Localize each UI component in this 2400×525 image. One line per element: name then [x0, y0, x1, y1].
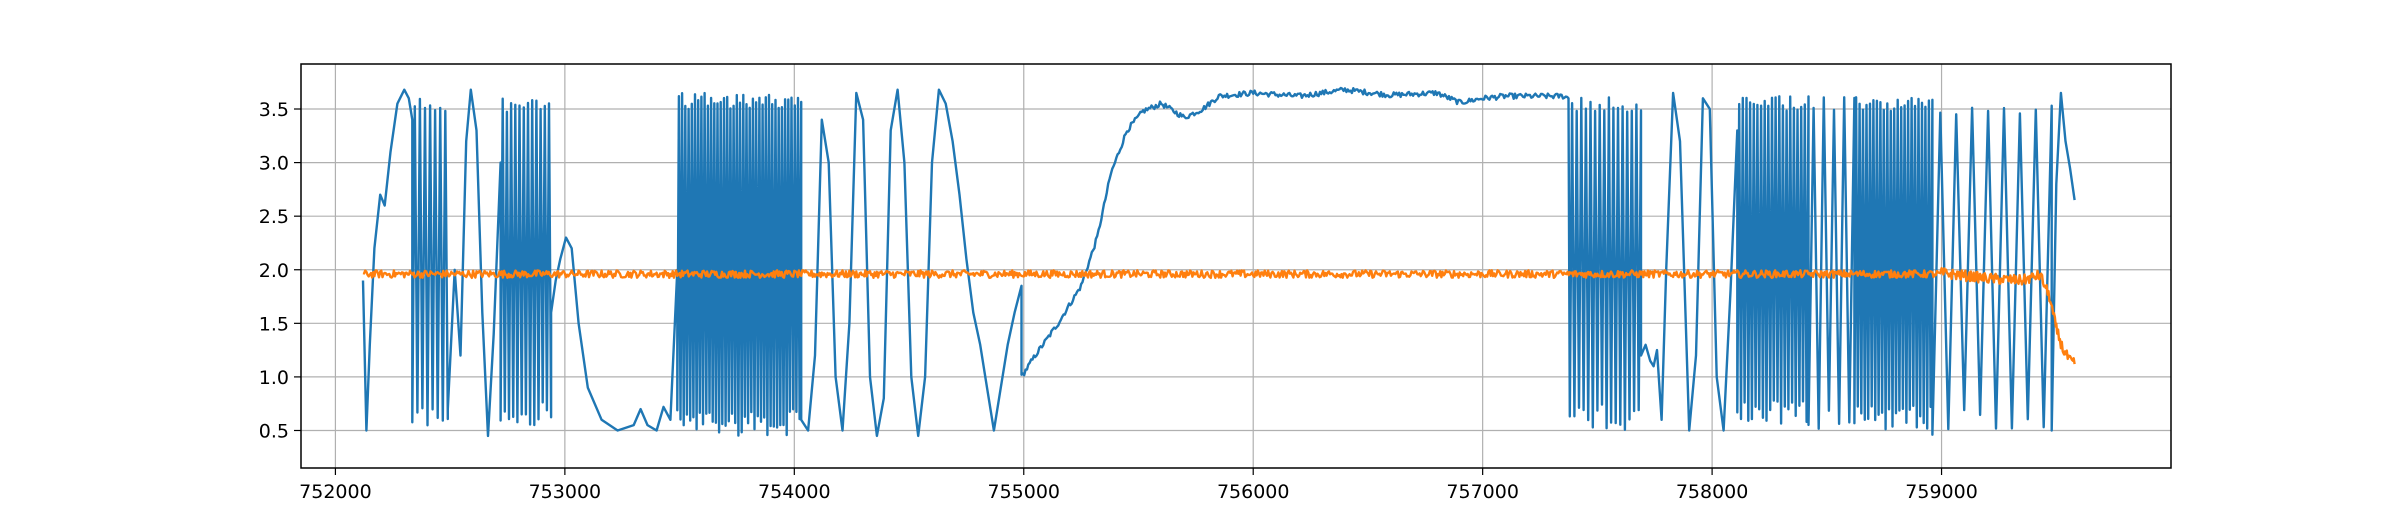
x-tick-label: 757000 [1446, 481, 1519, 503]
y-tick-label: 3.5 [259, 99, 289, 121]
x-tick-label: 753000 [529, 481, 602, 503]
series-group [361, 86, 2076, 438]
y-tick-label: 2.0 [259, 260, 289, 282]
x-tick-label: 759000 [1905, 481, 1978, 503]
series-line-blue [361, 86, 2076, 438]
y-tick-label: 3.0 [259, 153, 289, 175]
axis-ticks: 752000 753000 754000 755000 756000 757000 7580… [259, 99, 1978, 503]
y-tick-label: 1.5 [259, 313, 289, 335]
series-line-orange [362, 267, 2076, 365]
plot-frame [300, 63, 2172, 469]
y-tick-label: 0.5 [259, 420, 289, 442]
y-tick-label: 1.0 [259, 367, 289, 389]
y-tick-label: 2.5 [259, 206, 289, 228]
x-tick-label: 755000 [987, 481, 1060, 503]
x-tick-label: 758000 [1676, 481, 1749, 503]
x-tick-label: 752000 [299, 481, 372, 503]
x-tick-label: 756000 [1217, 481, 1290, 503]
x-tick-label: 754000 [758, 481, 831, 503]
